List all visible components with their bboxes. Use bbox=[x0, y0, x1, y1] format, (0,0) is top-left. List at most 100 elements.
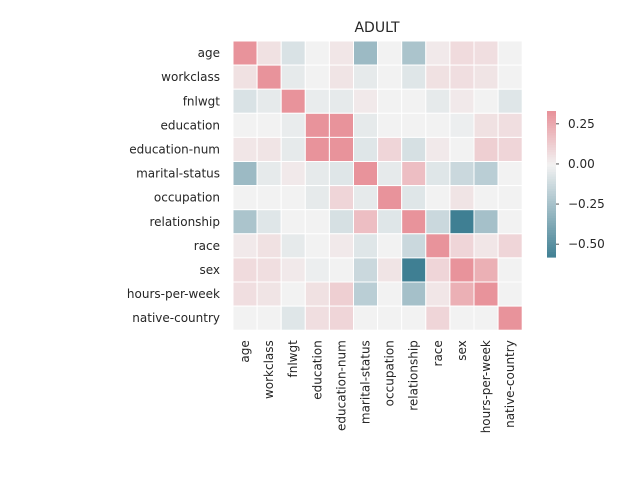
heatmap-cell-education-num-occupation bbox=[377, 136, 403, 162]
heatmap-cell-sex-native-country bbox=[497, 257, 523, 283]
heatmap-cell-race-hours-per-week bbox=[473, 233, 499, 259]
heatmap-cell-education-num-education-num bbox=[328, 136, 354, 162]
heatmap-cell-native-country-age bbox=[232, 305, 258, 331]
colorbar-segment bbox=[547, 230, 556, 234]
y-tick-label: hours-per-week bbox=[127, 287, 220, 301]
heatmap-cell-sex-marital-status bbox=[353, 257, 379, 283]
heatmap-cell-hours-per-week-hours-per-week bbox=[473, 281, 499, 307]
heatmap-cell-native-country-fnlwgt bbox=[280, 305, 306, 331]
colorbar-segment bbox=[547, 244, 556, 248]
colorbar-segment bbox=[547, 239, 556, 243]
heatmap-cell-relationship-sex bbox=[449, 209, 475, 235]
heatmap-cell-occupation-relationship bbox=[401, 185, 427, 211]
colorbar-segment bbox=[547, 132, 556, 136]
heatmap-cell-education-hours-per-week bbox=[473, 112, 499, 138]
heatmap-cell-workclass-sex bbox=[449, 64, 475, 90]
colorbar-tick-label: 0.00 bbox=[568, 157, 595, 171]
x-tick-label: relationship bbox=[407, 340, 421, 411]
y-tick-label: occupation bbox=[154, 191, 220, 205]
heatmap-cell-education-num-hours-per-week bbox=[473, 136, 499, 162]
heatmap-cell-age-marital-status bbox=[353, 40, 379, 66]
colorbar-segment bbox=[547, 198, 556, 202]
heatmap-cell-occupation-fnlwgt bbox=[280, 185, 306, 211]
heatmap-cell-relationship-education-num bbox=[328, 209, 354, 235]
y-tick-labels: age workclass fnlwgt education education-num… bbox=[127, 46, 220, 325]
heatmap-cell-occupation-age bbox=[232, 185, 258, 211]
heatmap-cell-age-sex bbox=[449, 40, 475, 66]
heatmap-cell-occupation-hours-per-week bbox=[473, 185, 499, 211]
heatmap-cell-race-sex bbox=[449, 233, 475, 259]
heatmap-cell-fnlwgt-fnlwgt bbox=[280, 88, 306, 114]
heatmap-cell-hours-per-week-fnlwgt bbox=[280, 281, 306, 307]
heatmap-cell-occupation-marital-status bbox=[353, 185, 379, 211]
heatmap-cell-marital-status-education-num bbox=[328, 161, 354, 187]
heatmap-cell-education-num-sex bbox=[449, 136, 475, 162]
colorbar-segment bbox=[547, 179, 556, 183]
heatmap-cell-hours-per-week-occupation bbox=[377, 281, 403, 307]
colorbar-segment bbox=[547, 145, 556, 149]
colorbar-segment bbox=[547, 128, 556, 132]
heatmap-cell-sex-hours-per-week bbox=[473, 257, 499, 283]
heatmap-cell-workclass-hours-per-week bbox=[473, 64, 499, 90]
heatmap-cell-age-native-country bbox=[497, 40, 523, 66]
heatmap-cell-marital-status-relationship bbox=[401, 161, 427, 187]
colorbar-segment bbox=[547, 123, 556, 127]
colorbar-segment bbox=[547, 181, 556, 185]
x-tick-label: education-num bbox=[334, 340, 348, 431]
heatmap-cell-race-age bbox=[232, 233, 258, 259]
heatmap-cell-age-education bbox=[304, 40, 330, 66]
colorbar-segment bbox=[547, 159, 556, 163]
heatmap-cell-marital-status-hours-per-week bbox=[473, 161, 499, 187]
x-tick-label: occupation bbox=[383, 340, 397, 406]
heatmap-cell-sex-relationship bbox=[401, 257, 427, 283]
heatmap-cell-marital-status-education bbox=[304, 161, 330, 187]
heatmap-cell-fnlwgt-occupation bbox=[377, 88, 403, 114]
y-tick-label: race bbox=[194, 239, 220, 253]
heatmap-cell-race-marital-status bbox=[353, 233, 379, 259]
y-tick-label: education-num bbox=[129, 142, 220, 156]
heatmap-cell-education-marital-status bbox=[353, 112, 379, 138]
heatmap-cell-workclass-occupation bbox=[377, 64, 403, 90]
colorbar-segment bbox=[547, 201, 556, 205]
heatmap-cell-relationship-workclass bbox=[256, 209, 282, 235]
x-tick-label: marital-status bbox=[359, 340, 373, 424]
heatmap-cell-fnlwgt-race bbox=[425, 88, 451, 114]
x-tick-labels: age workclass fnlwgt education education-num… bbox=[238, 340, 517, 433]
heatmap-cell-sex-education bbox=[304, 257, 330, 283]
heatmap-cell-age-relationship bbox=[401, 40, 427, 66]
heatmap-cell-marital-status-workclass bbox=[256, 161, 282, 187]
colorbar-segment bbox=[547, 152, 556, 156]
colorbar-segment bbox=[547, 140, 556, 144]
colorbar-segment bbox=[547, 118, 556, 122]
heatmap-cell-education-fnlwgt bbox=[280, 112, 306, 138]
colorbar-segment bbox=[547, 120, 556, 124]
heatmap-cell-education-num-age bbox=[232, 136, 258, 162]
heatmap-cell-marital-status-sex bbox=[449, 161, 475, 187]
heatmap-cell-marital-status-fnlwgt bbox=[280, 161, 306, 187]
colorbar-segment bbox=[547, 247, 556, 251]
colorbar-segment bbox=[547, 252, 556, 256]
heatmap-cell-education-num-race bbox=[425, 136, 451, 162]
heatmap-cell-education-relationship bbox=[401, 112, 427, 138]
heatmap-cell-workclass-race bbox=[425, 64, 451, 90]
heatmap-cell-education-num-workclass bbox=[256, 136, 282, 162]
colorbar-segment bbox=[547, 115, 556, 119]
heatmap-cell-fnlwgt-age bbox=[232, 88, 258, 114]
heatmap-cell-age-fnlwgt bbox=[280, 40, 306, 66]
heatmap-cell-native-country-occupation bbox=[377, 305, 403, 331]
heatmap-cell-hours-per-week-education-num bbox=[328, 281, 354, 307]
heatmap-cell-occupation-education-num bbox=[328, 185, 354, 211]
heatmap-cell-race-race bbox=[425, 233, 451, 259]
colorbar-segment bbox=[547, 149, 556, 153]
x-tick-label: fnlwgt bbox=[286, 340, 300, 378]
heatmap-cell-education-sex bbox=[449, 112, 475, 138]
colorbar-segment bbox=[547, 184, 556, 188]
heatmap-cell-hours-per-week-race bbox=[425, 281, 451, 307]
colorbar-segment bbox=[547, 232, 556, 236]
heatmap-cell-native-country-native-country bbox=[497, 305, 523, 331]
heatmap-cell-hours-per-week-workclass bbox=[256, 281, 282, 307]
x-tick-label: race bbox=[431, 340, 445, 366]
heatmap-cell-relationship-occupation bbox=[377, 209, 403, 235]
colorbar-segment bbox=[547, 242, 556, 246]
